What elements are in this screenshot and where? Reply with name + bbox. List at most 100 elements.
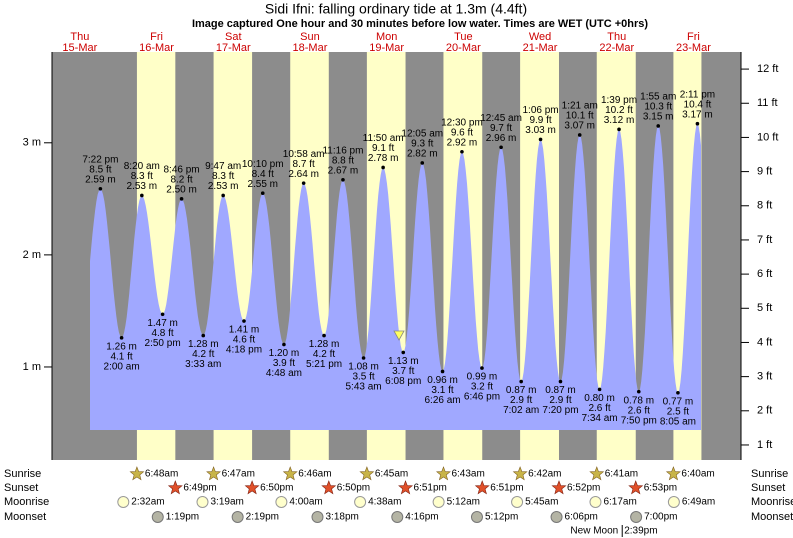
- moonrise-time: 4:38am: [368, 497, 401, 508]
- extreme-label: 8.3 ft: [212, 171, 234, 182]
- extreme-label: 9.3 ft: [411, 139, 433, 150]
- extreme-label: 0.87 m: [545, 385, 576, 396]
- extreme-label: 1.28 m: [309, 339, 340, 350]
- extreme-label: 8.4 ft: [252, 169, 274, 180]
- extreme-label: 9.7 ft: [490, 123, 512, 134]
- tide-extreme: [656, 124, 661, 128]
- moonrise-time: 3:19am: [210, 497, 243, 508]
- y2-tick-label: 7 ft: [757, 234, 772, 246]
- extreme-label: 1:06 pm: [522, 105, 558, 116]
- extreme-label: 9:47 am: [205, 161, 241, 172]
- extreme-label: 2.53 m: [127, 181, 158, 192]
- day-date: 21-Mar: [523, 42, 558, 54]
- day-name: Mon: [376, 31, 397, 43]
- sunrise-icon: [282, 466, 298, 481]
- tide-extreme: [322, 333, 326, 338]
- extreme-label: 12:45 am: [480, 113, 522, 124]
- extreme-label: 12:30 pm: [441, 117, 483, 128]
- extreme-label: 2.6 ft: [628, 405, 650, 416]
- sunrise-time: 6:41am: [605, 469, 638, 480]
- extreme-label: 8:20 am: [124, 161, 160, 172]
- tide-extreme: [381, 165, 385, 170]
- extreme-label: 2.67 m: [328, 165, 359, 176]
- extreme-label: 2:50 pm: [145, 338, 181, 349]
- extreme-label: 2.78 m: [368, 153, 399, 164]
- tide-extreme: [260, 191, 265, 196]
- moonset-icon: [311, 511, 324, 523]
- tide-extreme: [676, 390, 680, 395]
- moonset-icon: [151, 511, 164, 523]
- extreme-label: 3.15 m: [643, 112, 674, 123]
- day-date: 17-Mar: [216, 42, 251, 54]
- row-label-left: Moonset: [4, 511, 46, 523]
- sunrise-icon: [589, 466, 605, 481]
- sunset-icon: [628, 480, 644, 495]
- extreme-label: 2.59 m: [85, 174, 116, 185]
- row-label-right: Sunset: [751, 482, 785, 494]
- current-marker: [393, 330, 405, 341]
- extreme-label: 2.82 m: [407, 149, 438, 160]
- extreme-label: 0.96 m: [427, 375, 458, 386]
- sunset-icon: [321, 480, 337, 495]
- sunset-time: 6:52pm: [567, 483, 600, 494]
- sunrise-time: 6:45am: [375, 469, 408, 480]
- y2-tick-label: 11 ft: [757, 97, 778, 109]
- extreme-label: 9.6 ft: [451, 127, 473, 138]
- extreme-label: 2.5 ft: [667, 406, 689, 417]
- extreme-label: 8:46 pm: [163, 164, 199, 175]
- sunrise-time: 6:42am: [528, 469, 561, 480]
- sunset-time: 6:51pm: [490, 483, 523, 494]
- extreme-label: 8.7 ft: [293, 159, 315, 170]
- extreme-label: 9.9 ft: [529, 115, 551, 126]
- day-date: 23-Mar: [676, 42, 711, 54]
- sunrise-time: 6:40am: [681, 469, 714, 480]
- extreme-label: 8.5 ft: [89, 164, 111, 175]
- extreme-label: 10:58 am: [283, 149, 325, 160]
- tide-extreme: [301, 181, 306, 185]
- extreme-label: 7:20 pm: [542, 405, 578, 416]
- row-label-left: Sunset: [4, 482, 38, 494]
- extreme-label: 4.6 ft: [233, 335, 255, 346]
- extreme-label: 1:39 pm: [601, 95, 637, 106]
- extreme-label: 1.13 m: [388, 356, 419, 367]
- moonrise-icon: [589, 496, 602, 508]
- extreme-label: 11:50 am: [363, 133, 404, 144]
- tide-extreme: [98, 186, 103, 191]
- extreme-label: 0.78 m: [623, 395, 654, 406]
- sunrise-icon: [129, 466, 145, 481]
- day-name: Sat: [225, 31, 242, 43]
- moon-phase-name: New Moon: [570, 526, 618, 537]
- extreme-label: 1.28 m: [188, 339, 219, 350]
- extreme-label: 7:50 pm: [621, 415, 657, 426]
- tide-extreme: [140, 193, 144, 198]
- extreme-label: 1:55 am: [640, 92, 676, 103]
- day-date: 15-Mar: [62, 42, 97, 54]
- extreme-label: 10.2 ft: [605, 105, 633, 116]
- tide-extreme: [440, 369, 445, 374]
- extreme-label: 3.1 ft: [431, 385, 453, 396]
- tide-extreme: [695, 121, 700, 126]
- extreme-label: 3.7 ft: [392, 366, 414, 377]
- tide-extreme: [361, 356, 366, 360]
- moonrise-time: 6:49am: [682, 497, 715, 508]
- extreme-label: 7:34 am: [582, 413, 618, 424]
- extreme-label: 4.2 ft: [192, 349, 214, 360]
- day-name: Sun: [300, 31, 320, 43]
- day-date: 18-Mar: [293, 42, 328, 54]
- extreme-label: 0.77 m: [663, 396, 694, 407]
- extreme-label: 10:10 pm: [242, 159, 284, 170]
- sunset-icon: [167, 480, 183, 495]
- sunset-time: 6:51pm: [414, 483, 447, 494]
- extreme-label: 6:08 pm: [385, 376, 421, 387]
- extreme-label: 2.53 m: [208, 181, 239, 192]
- tide-extreme: [221, 193, 225, 198]
- extreme-label: 5:21 pm: [306, 359, 342, 370]
- row-label-right: Sunrise: [751, 468, 788, 480]
- extreme-label: 3.07 m: [564, 121, 595, 132]
- moonset-icon: [550, 511, 563, 523]
- plot-foreground: 2.59 m8.5 ft7:22 pm 1.26 m4.1 ft2:00 am 2.…: [4, 31, 793, 537]
- extreme-label: 2:00 am: [104, 361, 140, 372]
- sunrise-icon: [435, 466, 451, 481]
- row-label-left: Moonrise: [4, 496, 49, 508]
- y-tick-label: 2 m: [23, 249, 41, 261]
